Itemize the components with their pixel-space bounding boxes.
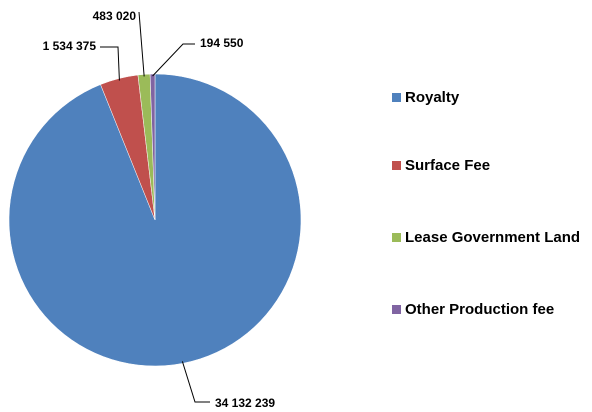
- legend-label: Lease Government Land: [405, 229, 581, 246]
- legend-item: Lease Government Land: [392, 228, 588, 247]
- data-label: 34 132 239: [215, 396, 275, 410]
- legend-swatch: [392, 305, 401, 314]
- leader-line: [138, 11, 145, 77]
- legend-item: Royalty: [392, 88, 588, 107]
- legend-label: Surface Fee: [405, 157, 491, 174]
- legend-swatch: [392, 161, 401, 170]
- legend-label: Royalty: [405, 89, 460, 106]
- legend-item: Other Production fee: [392, 300, 588, 319]
- legend-swatch: [392, 93, 401, 102]
- data-label: 1 534 375: [43, 39, 97, 53]
- leader-line: [181, 361, 210, 403]
- legend-label: Other Production fee: [405, 301, 555, 318]
- data-label: 483 020: [93, 9, 137, 23]
- leader-line: [152, 43, 195, 77]
- leader-line: [100, 46, 120, 81]
- data-label: 194 550: [200, 36, 244, 50]
- legend-item: Surface Fee: [392, 156, 588, 175]
- legend-swatch: [392, 233, 401, 242]
